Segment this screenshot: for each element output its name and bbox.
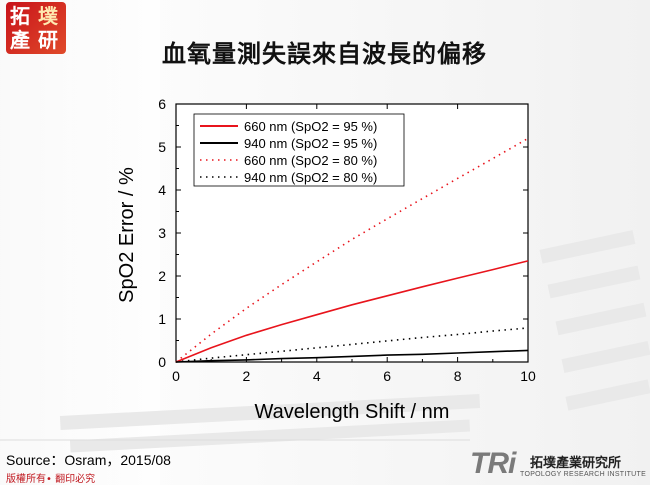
logo-char-3: 產 <box>10 28 30 52</box>
y-axis-title: SpO2 Error / % <box>116 167 138 303</box>
brand-mark: TRi <box>470 447 516 480</box>
legend-label-4: 940 nm (SpO2 = 80 %) <box>244 170 377 185</box>
legend-label-2: 940 nm (SpO2 = 95 %) <box>244 136 377 151</box>
brand-logo: TRi 拓墣產業研究所 TOPOLOGY RESEARCH INSTITUTE <box>470 447 647 482</box>
x-tick-label-4: 8 <box>454 368 462 384</box>
series-line-4 <box>175 327 529 363</box>
series-line-2 <box>175 349 529 363</box>
series-line-1 <box>175 260 529 363</box>
brand-chinese-name: 拓墣產業研究所 <box>530 456 622 471</box>
y-tick-label-1: 1 <box>158 311 166 327</box>
x-tick-label-3: 6 <box>383 368 391 384</box>
logo-char-1: 拓 <box>10 4 30 28</box>
x-axis-title: Wavelength Shift / nm <box>255 401 450 423</box>
y-tick-label-3: 3 <box>158 225 166 241</box>
legend-box <box>193 113 405 187</box>
y-tick-label-4: 4 <box>158 182 166 198</box>
slide-title: 血氧量測失誤來自波長的偏移 <box>162 39 487 68</box>
legend-label-1: 660 nm (SpO2 = 95 %) <box>244 119 377 134</box>
copyright-note: 版權所有• 翻印必究 <box>6 474 96 485</box>
logo-char-4: 研 <box>38 28 58 52</box>
x-tick-label-1: 2 <box>243 368 251 384</box>
brand-english-name: TOPOLOGY RESEARCH INSTITUTE <box>520 471 647 478</box>
x-tick-label-5: 10 <box>520 368 536 384</box>
y-tick-label-6: 6 <box>158 96 166 112</box>
logo-char-2: 墣 <box>38 4 58 28</box>
legend-label-3: 660 nm (SpO2 = 80 %) <box>244 153 377 168</box>
y-tick-label-0: 0 <box>158 354 166 370</box>
y-tick-label-5: 5 <box>158 139 166 155</box>
source-note: Source：Osram，2015/08 <box>6 452 171 468</box>
x-tick-label-0: 0 <box>172 368 180 384</box>
y-tick-label-2: 2 <box>158 268 166 284</box>
institute-logo: 拓 墣 產 研 <box>6 2 66 54</box>
x-tick-label-2: 4 <box>313 368 321 384</box>
